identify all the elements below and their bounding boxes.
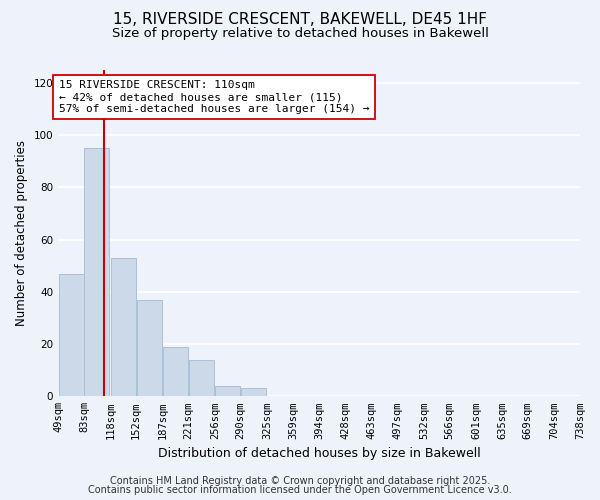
Bar <box>241 388 266 396</box>
Bar <box>137 300 161 396</box>
Bar <box>163 346 188 397</box>
Text: Contains HM Land Registry data © Crown copyright and database right 2025.: Contains HM Land Registry data © Crown c… <box>110 476 490 486</box>
Bar <box>111 258 136 396</box>
Bar <box>84 148 109 396</box>
Text: 15 RIVERSIDE CRESCENT: 110sqm
← 42% of detached houses are smaller (115)
57% of : 15 RIVERSIDE CRESCENT: 110sqm ← 42% of d… <box>59 80 370 114</box>
Text: Contains public sector information licensed under the Open Government Licence v3: Contains public sector information licen… <box>88 485 512 495</box>
Y-axis label: Number of detached properties: Number of detached properties <box>15 140 28 326</box>
Text: Size of property relative to detached houses in Bakewell: Size of property relative to detached ho… <box>112 28 488 40</box>
Bar <box>59 274 83 396</box>
X-axis label: Distribution of detached houses by size in Bakewell: Distribution of detached houses by size … <box>158 447 481 460</box>
Bar <box>215 386 241 396</box>
Bar <box>189 360 214 397</box>
Text: 15, RIVERSIDE CRESCENT, BAKEWELL, DE45 1HF: 15, RIVERSIDE CRESCENT, BAKEWELL, DE45 1… <box>113 12 487 28</box>
